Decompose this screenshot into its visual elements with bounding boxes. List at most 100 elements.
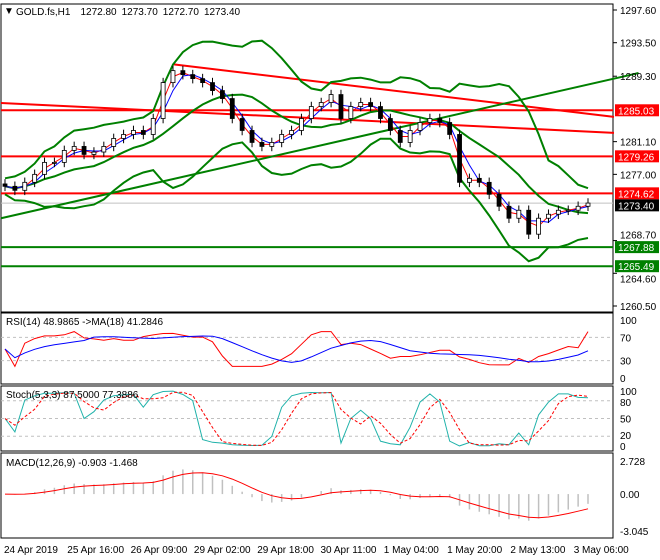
stoch-label: Stoch(5,3,3) 87.5000 77.3886 bbox=[6, 390, 139, 401]
stoch-signal-line bbox=[4, 391, 589, 446]
y-tick-label: 1297.60 bbox=[620, 6, 657, 17]
x-tick-label: 30 Apr 11:00 bbox=[321, 545, 377, 556]
bollinger-upper bbox=[4, 39, 589, 190]
ohlc-low: 1272.70 bbox=[163, 7, 200, 18]
candle-body bbox=[506, 205, 512, 219]
candle-body bbox=[289, 130, 294, 135]
x-tick-label: 1 May 04:00 bbox=[384, 545, 439, 556]
price-label-bg bbox=[615, 104, 659, 117]
candle-body bbox=[101, 146, 107, 153]
trend-line[interactable] bbox=[172, 63, 615, 118]
candle-body bbox=[52, 161, 57, 164]
candle-body bbox=[407, 130, 413, 143]
macd-pane bbox=[0, 452, 614, 539]
stoch-tick-label: 20 bbox=[620, 431, 632, 442]
candle-body bbox=[131, 130, 136, 135]
candle-body bbox=[150, 118, 156, 135]
macd-label: MACD(12,26,9) -0.903 -1.468 bbox=[6, 458, 138, 469]
candle-body bbox=[536, 217, 541, 235]
candle-body bbox=[279, 134, 285, 143]
candle-body bbox=[111, 138, 117, 147]
pane-frame bbox=[0, 312, 614, 385]
candle-body bbox=[239, 118, 245, 131]
price-label: 1267.88 bbox=[618, 243, 655, 254]
candle-body bbox=[269, 142, 275, 147]
ohlc-high: 1273.70 bbox=[122, 7, 159, 18]
candle-body bbox=[22, 181, 28, 191]
main-pane bbox=[0, 3, 639, 313]
candle-body bbox=[170, 70, 176, 84]
rsi-line bbox=[4, 331, 589, 368]
stoch-tick-label: 0 bbox=[620, 442, 626, 453]
macd-tick-label: 2.728 bbox=[620, 457, 645, 468]
candle-body bbox=[318, 102, 324, 107]
x-tick-label: 29 Apr 02:00 bbox=[194, 545, 251, 556]
y-tick-label: 1281.10 bbox=[620, 138, 657, 149]
rsi-tick-label: 0 bbox=[620, 374, 626, 385]
rsi-tick-label: 30 bbox=[620, 357, 632, 368]
rsi-ma-line bbox=[4, 335, 589, 363]
y-tick-label: 1264.60 bbox=[620, 274, 657, 285]
bollinger-lower bbox=[4, 137, 589, 263]
trend-line[interactable] bbox=[0, 72, 639, 220]
candle-body bbox=[308, 106, 314, 119]
candle-body bbox=[378, 106, 383, 119]
candle-body bbox=[219, 90, 225, 99]
candle-body bbox=[397, 130, 403, 143]
rsi-label: RSI(14) 48.9865 ->MA(18) 41.2846 bbox=[6, 317, 163, 328]
y-tick-label: 1289.30 bbox=[620, 72, 657, 83]
candle-body bbox=[476, 177, 482, 183]
x-tick-label: 2 May 13:00 bbox=[510, 545, 565, 556]
x-tick-label: 25 Apr 16:00 bbox=[67, 545, 124, 556]
candle-body bbox=[210, 82, 215, 91]
candle-body bbox=[299, 118, 304, 131]
price-label: 1274.62 bbox=[618, 189, 655, 200]
candle-body bbox=[457, 134, 462, 183]
rsi-tick-label: 70 bbox=[620, 333, 632, 344]
candle-body bbox=[140, 130, 146, 135]
candle-body bbox=[358, 102, 364, 107]
ohlc-open: 1272.80 bbox=[80, 7, 117, 18]
y-tick-label: 1268.70 bbox=[620, 231, 657, 242]
candle-body bbox=[348, 106, 354, 119]
pane-frame bbox=[0, 3, 614, 313]
price-label-bg bbox=[615, 199, 659, 212]
collapse-triangle-icon[interactable]: ▼ bbox=[4, 6, 14, 17]
candle-body bbox=[91, 151, 97, 155]
x-tick-label: 24 Apr 2019 bbox=[4, 545, 58, 556]
candle-body bbox=[555, 209, 561, 215]
candle-body bbox=[496, 193, 502, 207]
macd-signal-line bbox=[4, 472, 589, 519]
price-label: 1285.03 bbox=[618, 106, 655, 117]
price-label-bg bbox=[615, 187, 659, 200]
bollinger-middle bbox=[4, 93, 589, 215]
candle-body bbox=[259, 142, 265, 147]
macd-tick-label: -3.045 bbox=[620, 527, 649, 538]
candle-body bbox=[249, 130, 255, 143]
candle-body bbox=[575, 205, 581, 211]
x-tick-label: 26 Apr 09:00 bbox=[131, 545, 188, 556]
candle-body bbox=[32, 173, 38, 183]
candle-body bbox=[190, 74, 196, 80]
stoch-tick-label: 80 bbox=[620, 398, 632, 409]
y-tick-label: 1277.00 bbox=[620, 170, 657, 181]
price-label: 1279.26 bbox=[618, 152, 655, 163]
candle-body bbox=[328, 94, 334, 103]
axes: 1285.031279.261274.621273.401267.881265.… bbox=[4, 6, 659, 556]
x-tick-label: 1 May 20:00 bbox=[447, 545, 502, 556]
candle-body bbox=[121, 134, 126, 139]
y-tick-label: 1293.50 bbox=[620, 39, 657, 50]
candle-body bbox=[200, 78, 206, 84]
candle-body bbox=[180, 70, 186, 76]
candle-body bbox=[427, 118, 433, 123]
candle-body bbox=[61, 150, 67, 163]
candle-body bbox=[467, 177, 472, 183]
price-label-bg bbox=[615, 150, 659, 163]
candle-body bbox=[387, 118, 393, 131]
price-label-bg bbox=[615, 241, 659, 254]
stoch-tick-label: 100 bbox=[620, 387, 637, 398]
stoch-pane bbox=[0, 385, 614, 452]
trend-line[interactable] bbox=[0, 101, 615, 134]
